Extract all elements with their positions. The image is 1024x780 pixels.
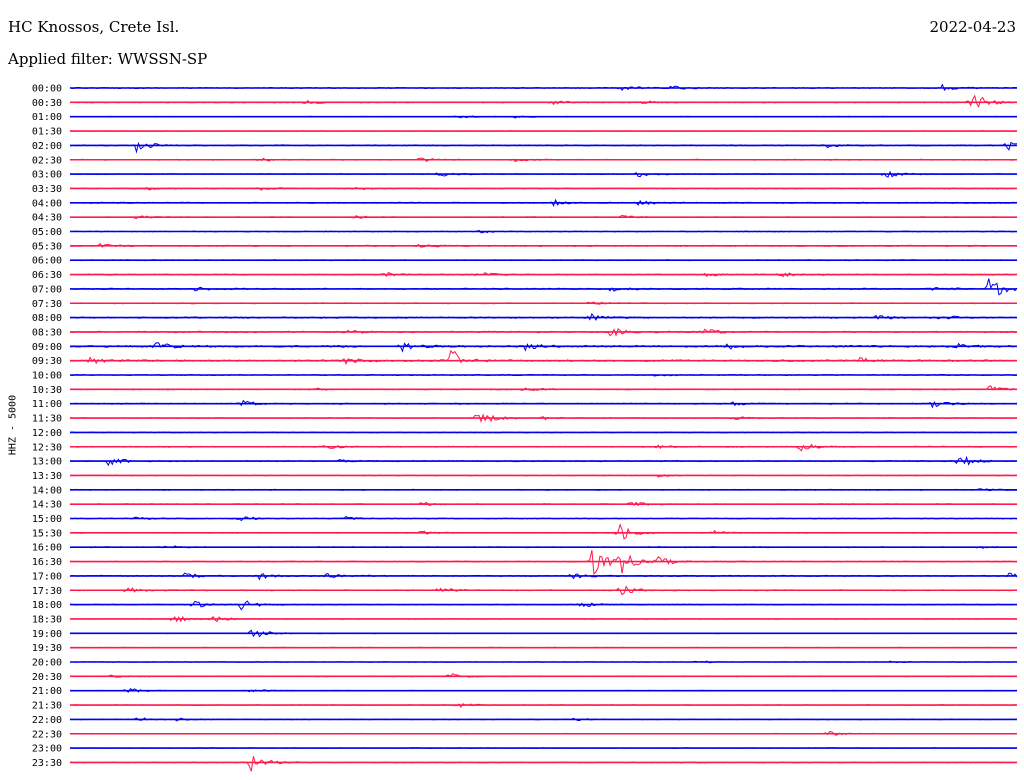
time-tick-label: 04:30 xyxy=(32,213,62,224)
time-tick-label: 02:00 xyxy=(32,141,62,152)
time-tick-label: 01:00 xyxy=(32,112,62,123)
trace-line xyxy=(69,756,1018,772)
time-tick-label: 17:30 xyxy=(32,586,62,597)
time-tick-label: 15:00 xyxy=(32,514,62,525)
time-tick-label: 18:30 xyxy=(32,614,62,625)
time-tick-label: 20:30 xyxy=(32,672,62,683)
time-tick-label: 21:00 xyxy=(32,686,62,697)
time-tick-label: 07:30 xyxy=(32,299,62,310)
time-tick-label: 13:30 xyxy=(32,471,62,482)
time-tick-label: 23:00 xyxy=(32,744,62,755)
trace-line xyxy=(69,600,1017,611)
time-tick-label: 09:00 xyxy=(32,342,62,353)
time-tick-label: 12:30 xyxy=(32,442,62,453)
time-tick-label: 11:00 xyxy=(32,399,62,410)
time-tick-label: 17:00 xyxy=(32,571,62,582)
time-tick-label: 10:30 xyxy=(32,385,62,396)
record-date: 2022-04-23 xyxy=(929,18,1016,36)
trace-line xyxy=(69,443,1018,452)
time-tick-label: 12:00 xyxy=(32,428,62,439)
trace-line xyxy=(69,278,1018,296)
time-tick-label: 21:30 xyxy=(32,701,62,712)
time-tick-label: 23:30 xyxy=(32,758,62,769)
time-tick-label: 09:30 xyxy=(32,356,62,367)
time-tick-label: 06:30 xyxy=(32,270,62,281)
trace-line xyxy=(69,94,1018,108)
filter-label: Applied filter: WWSSN-SP xyxy=(8,50,208,68)
time-tick-label: 01:30 xyxy=(32,127,62,138)
time-tick-label: 16:00 xyxy=(32,543,62,554)
time-tick-label: 14:00 xyxy=(32,485,62,496)
time-tick-label: 13:00 xyxy=(32,457,62,468)
time-tick-label: 22:00 xyxy=(32,715,62,726)
time-tick-label: 08:00 xyxy=(32,313,62,324)
time-tick-label: 19:00 xyxy=(32,629,62,640)
time-tick-label: 10:00 xyxy=(32,371,62,382)
trace-line xyxy=(69,141,1018,154)
time-tick-label: 07:00 xyxy=(32,284,62,295)
time-tick-label: 05:30 xyxy=(32,241,62,252)
time-tick-label: 11:30 xyxy=(32,414,62,425)
time-tick-label: 19:30 xyxy=(32,643,62,654)
time-tick-label: 04:00 xyxy=(32,198,62,209)
time-tick-label: 00:00 xyxy=(32,84,62,95)
time-tick-label: 05:00 xyxy=(32,227,62,238)
time-tick-label: 22:30 xyxy=(32,729,62,740)
trace-line xyxy=(69,523,1018,540)
time-tick-label: 16:30 xyxy=(32,557,62,568)
time-tick-label: 20:00 xyxy=(32,658,62,669)
time-tick-label: 03:00 xyxy=(32,170,62,181)
time-tick-label: 18:00 xyxy=(32,600,62,611)
time-tick-label: 03:30 xyxy=(32,184,62,195)
station-title: HC Knossos, Crete Isl. xyxy=(8,18,180,36)
time-tick-label: 00:30 xyxy=(32,98,62,109)
time-tick-label: 08:30 xyxy=(32,327,62,338)
trace-line xyxy=(69,349,1018,365)
time-tick-label: 06:00 xyxy=(32,256,62,267)
time-tick-label: 02:30 xyxy=(32,155,62,166)
time-tick-label: 15:30 xyxy=(32,528,62,539)
time-tick-label: 14:30 xyxy=(32,500,62,511)
